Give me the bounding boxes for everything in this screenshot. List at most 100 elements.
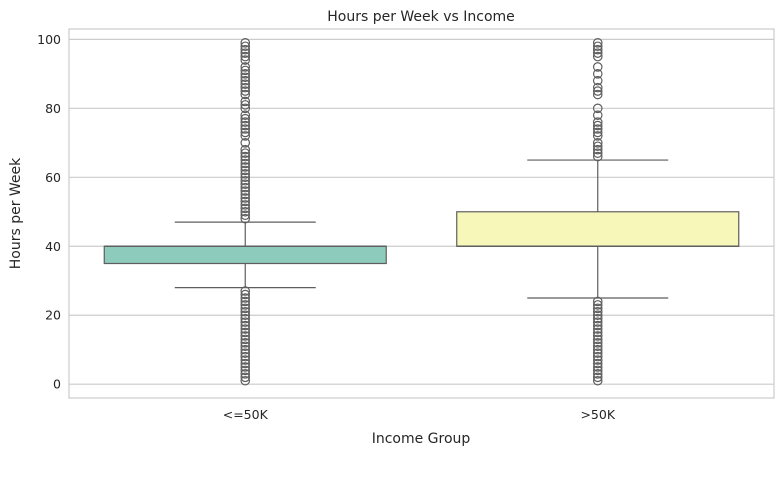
outlier-point (592, 331, 603, 341)
outlier-point (592, 341, 603, 352)
outlier-point (240, 131, 251, 141)
outlier-point (592, 82, 603, 93)
outlier-point (240, 210, 251, 221)
outlier-point (592, 144, 603, 155)
outlier-point (240, 82, 251, 93)
outlier-point (240, 365, 251, 376)
outlier-point (240, 65, 251, 76)
outlier-point (240, 348, 251, 358)
outlier-point (592, 62, 603, 72)
outlier-point (240, 310, 251, 321)
outlier-point (240, 324, 251, 334)
outlier-point (240, 165, 251, 176)
outlier-point (592, 89, 603, 100)
outlier-point (592, 86, 603, 96)
outlier-point (240, 331, 251, 341)
outlier-point (592, 334, 603, 345)
outlier-point (240, 351, 251, 362)
outlier-point (240, 162, 251, 172)
outlier-point (592, 127, 603, 138)
outlier-point (240, 89, 251, 100)
outlier-point (240, 303, 251, 314)
outlier-point (592, 317, 603, 327)
outlier-point (240, 113, 251, 124)
outlier-point (592, 69, 603, 79)
outlier-point (240, 120, 251, 131)
outlier-point (240, 179, 251, 189)
outlier-point (592, 310, 603, 321)
outlier-point (240, 362, 251, 372)
outlier-point (240, 175, 251, 186)
box-iqr (456, 211, 740, 247)
outlier-point (240, 144, 251, 155)
outlier-point (240, 358, 251, 369)
outlier-point (592, 138, 603, 148)
outlier-point (592, 327, 603, 338)
outlier-point (240, 51, 251, 62)
outlier-point (592, 369, 603, 379)
y-tick-label: 40 (45, 239, 61, 254)
outlier-point (240, 96, 251, 107)
outlier-point (240, 155, 251, 165)
outlier-point (240, 37, 251, 48)
outlier-point (240, 313, 251, 324)
outlier-point (240, 79, 251, 89)
outlier-point (240, 72, 251, 83)
outlier-point (592, 300, 603, 310)
outlier-point (592, 110, 603, 121)
outlier-point (592, 324, 603, 334)
outlier-point (240, 117, 251, 127)
outlier-point (240, 158, 251, 169)
outlier-point (592, 124, 603, 134)
outlier-point (240, 206, 251, 217)
x-tick-label: <=50K (223, 407, 269, 422)
outlier-point (240, 286, 251, 296)
outlier-point (240, 193, 251, 203)
box-group (456, 37, 740, 386)
outlier-point (592, 48, 603, 58)
outlier-point (592, 103, 603, 114)
outlier-point (592, 351, 603, 362)
outlier-point (592, 131, 603, 141)
outlier-point (240, 293, 251, 303)
outlier-point (592, 313, 603, 324)
outlier-point (240, 186, 251, 196)
outlier-point (240, 369, 251, 379)
box-group (103, 37, 387, 386)
outlier-point (592, 362, 603, 372)
outlier-point (240, 355, 251, 365)
outlier-point (592, 306, 603, 317)
outlier-point (592, 75, 603, 86)
outlier-point (240, 213, 251, 224)
outlier-point (240, 86, 251, 96)
outlier-point (592, 348, 603, 358)
outlier-point (240, 327, 251, 338)
outlier-point (240, 62, 251, 72)
outlier-point (592, 375, 603, 386)
outlier-point (592, 117, 603, 127)
outlier-point (240, 55, 251, 65)
outlier-point (240, 289, 251, 300)
outlier-point (592, 37, 603, 48)
outlier-point (592, 344, 603, 355)
outlier-point (592, 296, 603, 307)
outlier-point (240, 182, 251, 193)
outlier-point (240, 306, 251, 317)
outlier-point (240, 100, 251, 110)
plot-frame (68, 28, 775, 399)
outlier-point (240, 127, 251, 138)
y-tick-label: 20 (45, 308, 61, 323)
x-tick-label: >50K (580, 407, 615, 422)
outlier-point (240, 196, 251, 207)
y-tick-label: 80 (45, 101, 61, 116)
outlier-point (240, 151, 251, 162)
outlier-point (592, 151, 603, 162)
y-axis-title: Hours per Week (8, 157, 24, 269)
outlier-point (592, 51, 603, 62)
outlier-point (240, 172, 251, 183)
x-tick-labels: <=50K >50K (223, 407, 616, 422)
outlier-point (240, 75, 251, 86)
outlier-point (240, 110, 251, 121)
outlier-point (592, 303, 603, 314)
